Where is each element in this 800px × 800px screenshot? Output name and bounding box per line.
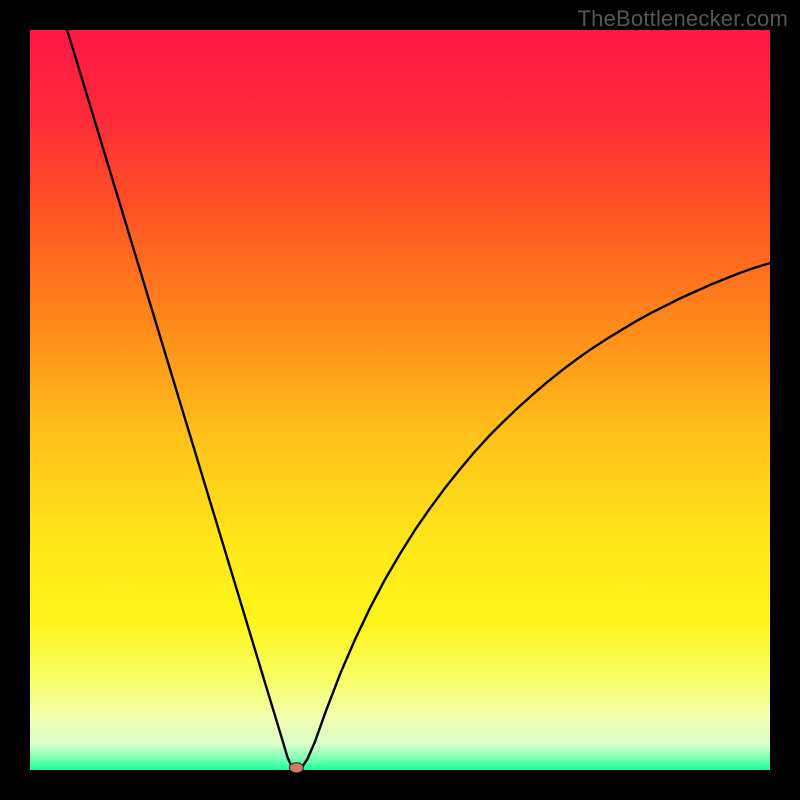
plot-gradient-background: [30, 30, 770, 770]
plot-svg: [30, 30, 770, 770]
minimum-marker: [289, 763, 303, 773]
gradient-rect: [30, 30, 770, 770]
watermark-text: TheBottlenecker.com: [578, 6, 788, 32]
chart-frame: TheBottlenecker.com: [0, 0, 800, 800]
